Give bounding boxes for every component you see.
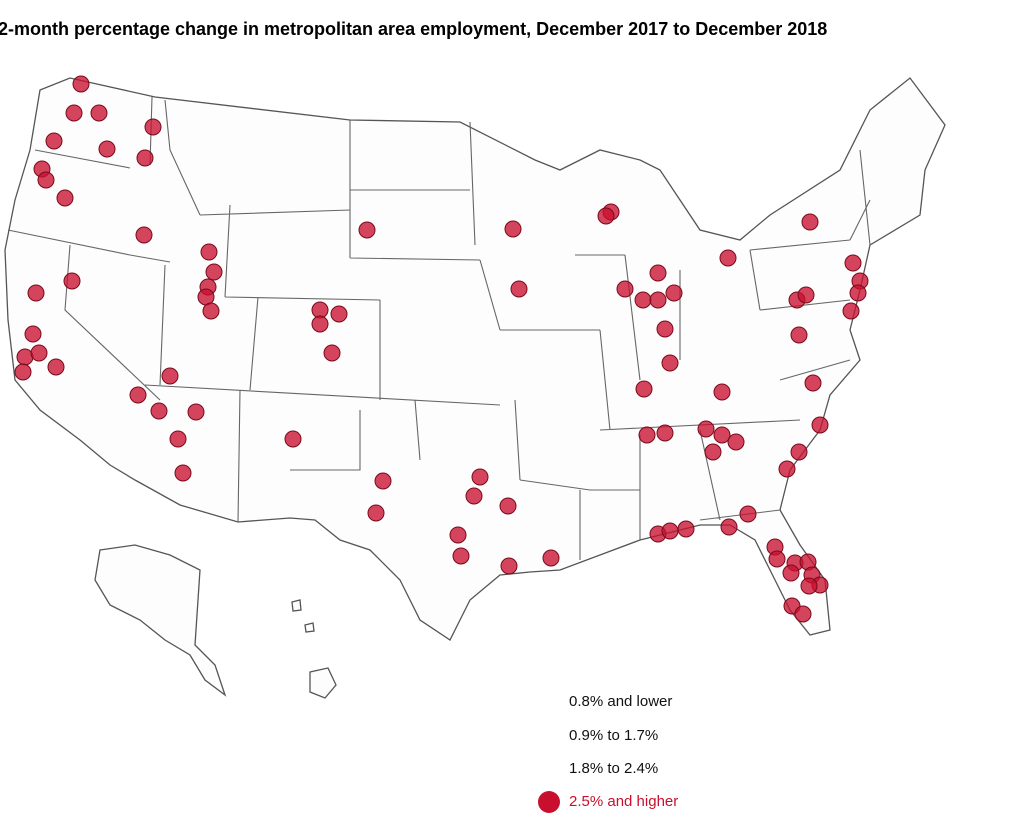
metro-dot [804,374,822,392]
metro-dot [367,504,385,522]
land-outline [4,77,946,641]
metro-dot [842,302,860,320]
metro-dot [65,104,83,122]
metro-dot [323,344,341,362]
metro-dot [200,243,218,261]
metro-dot [778,460,796,478]
legend-label: 0.9% to 1.7% [569,727,658,744]
metro-dot [135,226,153,244]
metro-dot [187,403,205,421]
metro-dot [205,263,223,281]
metro-dot [739,505,757,523]
metro-dot [499,497,517,515]
metro-dot [144,118,162,136]
metro-dot [634,291,652,309]
metro-dot [330,305,348,323]
metro-dot [136,149,154,167]
metro-dot [72,75,90,93]
metro-dot [500,557,518,575]
metro-dots [14,75,869,623]
legend-label: 2.5% and higher [569,793,678,810]
metro-dot [800,577,818,595]
metro-dot [720,518,738,536]
metro-dot [129,386,147,404]
metro-dot [161,367,179,385]
metro-dot [597,207,615,225]
metro-dot [719,249,737,267]
metro-dot [661,354,679,372]
metro-dot [90,104,108,122]
metro-dot [649,291,667,309]
metro-dot [616,280,634,298]
legend: 0.8% and lower 0.9% to 1.7% 1.8% to 2.4%… [538,693,678,813]
metro-dot [697,420,715,438]
metro-dot [98,140,116,158]
metro-dot [24,325,42,343]
legend-swatch [538,791,560,813]
metro-dot [656,424,674,442]
metro-dot [56,189,74,207]
metro-dot [202,302,220,320]
metro-dot [790,326,808,344]
metro-dot [782,564,800,582]
hawaii-island [291,599,302,612]
metro-dot [713,383,731,401]
metro-dot [63,272,81,290]
metro-dot [849,284,867,302]
metro-dot [465,487,483,505]
metro-dot [45,132,63,150]
metro-dot [677,520,695,538]
metro-dot [542,549,560,567]
metro-dot [358,221,376,239]
metro-dot [768,550,786,568]
legend-label: 0.8% and lower [569,693,672,710]
alaska [94,544,227,697]
map-title: 2-month percentage change in metropolita… [0,19,827,39]
metro-dot [790,443,808,461]
metro-dot [661,522,679,540]
metro-dot [713,426,731,444]
metro-dot [452,547,470,565]
metro-dot [727,433,745,451]
metro-dot [801,213,819,231]
metro-dot [656,320,674,338]
alaska-outline [94,544,227,697]
metro-dot [844,254,862,272]
hawaii [291,599,337,699]
metro-dot [638,426,656,444]
metro-dot [649,264,667,282]
metro-dot [169,430,187,448]
metro-dot [504,220,522,238]
metro-dot [311,315,329,333]
metro-dot [794,605,812,623]
metro-dot [471,468,489,486]
legend-label: 1.8% to 2.4% [569,760,658,777]
hawaii-big-island [309,667,337,699]
metro-dot [16,348,34,366]
metro-dot [704,443,722,461]
metro-dot [47,358,65,376]
metro-dot [174,464,192,482]
metro-dot [665,284,683,302]
metro-dot [374,472,392,490]
metro-dot [284,430,302,448]
metro-dot [27,284,45,302]
metro-dot [30,344,48,362]
metro-dot [635,380,653,398]
metro-dot [14,363,32,381]
metro-dot [150,402,168,420]
hawaii-island [304,622,315,633]
metro-dot [510,280,528,298]
metro-dot [449,526,467,544]
metro-dot [37,171,55,189]
metro-dot [797,286,815,304]
metro-dot [811,416,829,434]
